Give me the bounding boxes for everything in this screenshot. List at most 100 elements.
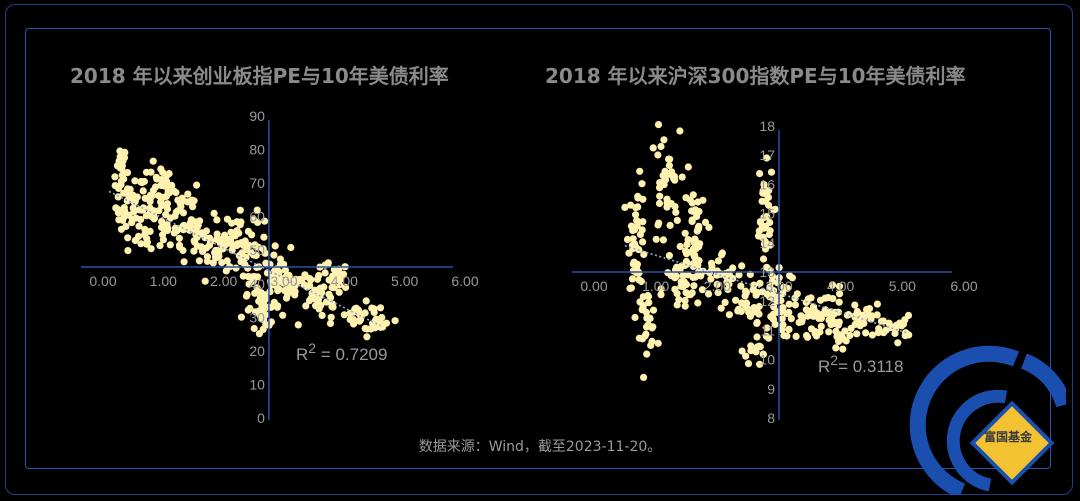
- scatter-point: [330, 284, 338, 292]
- scatter-point: [760, 214, 768, 222]
- scatter-point: [723, 278, 731, 286]
- scatter-point: [874, 329, 882, 337]
- fullgoal-logo: [909, 345, 1066, 495]
- scatter-point: [657, 142, 665, 151]
- scatter-point: [655, 199, 664, 207]
- scatter-point: [885, 319, 893, 327]
- scatter-point: [846, 331, 854, 340]
- scatter-point: [382, 319, 391, 327]
- scatter-point: [753, 333, 761, 341]
- scatter-point: [774, 308, 782, 316]
- scatter-point: [873, 300, 882, 308]
- scatter-point: [816, 296, 825, 304]
- chart-title-chinext: 2018 年以来创业板指PE与10年美债利率: [70, 64, 449, 88]
- scatter-point: [677, 282, 685, 290]
- scatter-point: [253, 284, 261, 292]
- scatter-point: [621, 203, 629, 211]
- y-tick-label: 18: [759, 118, 775, 134]
- scatter-point: [793, 290, 801, 298]
- scatter-point: [681, 302, 689, 310]
- scatter-point: [143, 238, 151, 246]
- scatter-point: [644, 293, 653, 301]
- scatter-point: [253, 206, 261, 214]
- scatter-point: [271, 242, 279, 250]
- y-tick-label: 10: [249, 376, 265, 392]
- scatter-point: [247, 248, 255, 256]
- scatter-point: [665, 161, 674, 170]
- scatter-point: [213, 216, 221, 224]
- scatter-point: [851, 301, 859, 309]
- scatter-point: [717, 304, 725, 312]
- scatter-point: [250, 216, 258, 224]
- y-tick-label: 60: [249, 209, 265, 225]
- scatter-point: [673, 301, 681, 309]
- scatter-point: [158, 217, 166, 225]
- scatter-point: [281, 287, 289, 295]
- scatter-point: [742, 352, 750, 360]
- scatter-point: [787, 315, 795, 323]
- scatter-point: [377, 323, 385, 331]
- scatter-point: [858, 317, 866, 325]
- scatter-point: [321, 269, 329, 277]
- scatter-point: [363, 333, 371, 341]
- scatter-point: [362, 297, 370, 305]
- scatter-point: [862, 305, 871, 314]
- scatter-point: [851, 320, 859, 328]
- scatter-point: [795, 318, 803, 327]
- scatter-point: [325, 290, 333, 298]
- x-tick-label: 5.00: [889, 278, 916, 294]
- scatter-point: [896, 319, 904, 327]
- scatter-point: [153, 175, 161, 183]
- scatter-point: [302, 302, 310, 310]
- x-tick-label: 1.00: [150, 273, 177, 289]
- scatter-point: [249, 277, 257, 285]
- scatter-point: [766, 241, 774, 249]
- scatter-point: [741, 292, 749, 300]
- scatter-point: [681, 296, 689, 305]
- scatter-point: [270, 251, 278, 259]
- scatter-point: [120, 154, 129, 162]
- scatter-point: [147, 245, 155, 253]
- scatter-point: [329, 300, 337, 308]
- scatter-point: [294, 321, 302, 329]
- scatter-point: [179, 209, 187, 217]
- scatter-point: [114, 205, 122, 213]
- x-tick-label: 6.00: [950, 278, 977, 294]
- scatter-point: [868, 331, 877, 339]
- scatter-point: [738, 262, 746, 270]
- scatter-point: [251, 289, 259, 297]
- scatter-point: [630, 258, 638, 266]
- scatter-point: [350, 320, 358, 328]
- y-tick-label: 80: [249, 142, 265, 158]
- scatter-point: [342, 283, 350, 291]
- scatter-point: [758, 288, 767, 296]
- scatter-point: [760, 181, 768, 189]
- scatter-point: [291, 282, 299, 290]
- scatter-point: [635, 194, 643, 202]
- scatter-point: [684, 163, 692, 171]
- scatter-point: [699, 196, 707, 204]
- scatter-point: [177, 203, 185, 211]
- scatter-point: [237, 313, 245, 321]
- scatter-point: [762, 222, 770, 230]
- scatter-point: [714, 289, 722, 297]
- x-tick-label: 5.00: [391, 273, 418, 289]
- scatter-point: [834, 330, 842, 338]
- scatter-point: [835, 318, 843, 326]
- scatter-point: [762, 197, 770, 206]
- scatter-point: [281, 266, 289, 274]
- scatter-point: [756, 170, 764, 178]
- scatter-point: [659, 236, 668, 244]
- scatter-point: [111, 182, 119, 190]
- scatter-point: [633, 216, 641, 225]
- scatter-point: [738, 347, 746, 355]
- scatter-point: [339, 270, 348, 278]
- scatter-point: [654, 121, 663, 129]
- scatter-point: [261, 249, 269, 257]
- scatter-point: [732, 296, 740, 304]
- scatter-point: [115, 216, 123, 224]
- scatter-point: [203, 253, 211, 261]
- scatter-point: [244, 273, 252, 281]
- scatter-point: [130, 207, 138, 215]
- y-tick-label: 30: [249, 309, 265, 325]
